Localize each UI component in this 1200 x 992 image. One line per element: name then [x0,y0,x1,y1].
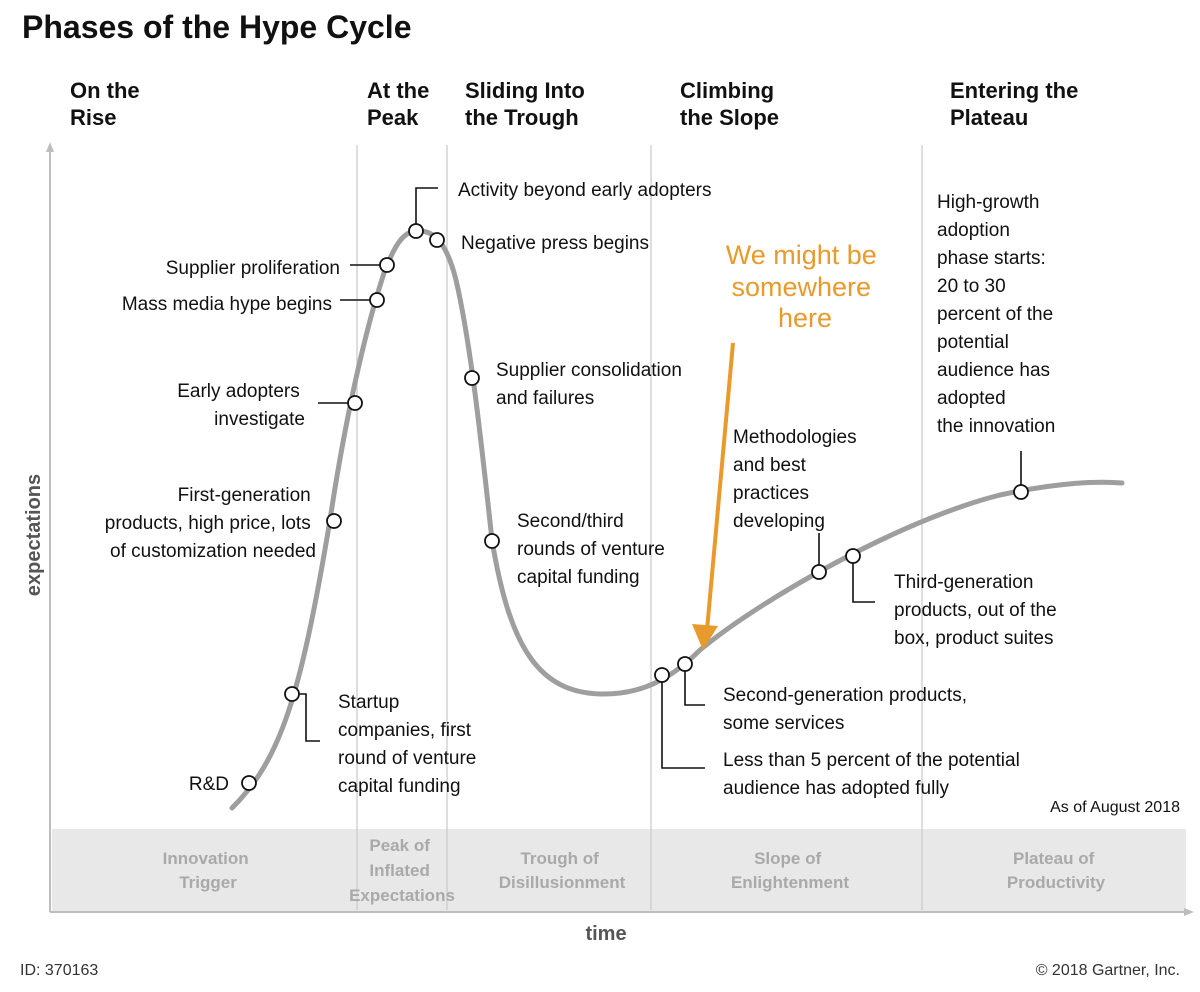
annotation-methodologies: Methodologies and best practices develop… [733,427,862,532]
milestone-marker-less-than-5-percent [654,667,670,683]
annotation-activity-beyond-early-adopters: Activity beyond early adopters [458,180,711,201]
milestone-marker-first-generation-products [326,513,342,529]
milestone-marker-second-generation-products [677,656,693,672]
annotation-second-third-rounds: Second/third rounds of venture capital f… [517,511,670,588]
leader-line [661,675,705,769]
annotation-startup-companies: Startup companies, first round of ventur… [338,692,482,797]
annotation-supplier-consolidation: Supplier consolidation and failures [496,360,687,409]
annotation-second-generation-products: Second-generation products, some service… [723,685,972,734]
band-label-plateau-of-productivity: Plateau of Productivity [1007,849,1106,892]
phase-header-at-the-peak: At the Peak [367,78,435,130]
as-of-date: As of August 2018 [1050,799,1180,816]
milestone-marker-third-generation-products [845,548,861,564]
copyright-notice: © 2018 Gartner, Inc. [1036,962,1180,979]
y-axis-label: expectations [23,474,45,596]
milestone-marker-second-third-rounds [484,533,500,549]
phase-band-background [52,829,1186,911]
milestone-marker-high-growth-adoption [1013,484,1029,500]
milestone-marker-methodologies [811,564,827,580]
document-id: ID: 370163 [20,962,98,979]
band-label-slope-of-enlightenment: Slope of Enlightenment [731,849,849,892]
annotation-supplier-proliferation: Supplier proliferation [166,258,340,279]
milestone-marker-early-adopters [347,395,363,411]
x-axis-arrow-icon [1184,908,1194,916]
milestone-marker-startup-companies [284,686,300,702]
milestone-marker-supplier-consolidation [464,370,480,386]
milestone-marker-rnd [241,775,257,791]
highlight-arrow-head-icon [692,624,718,650]
milestone-marker-supplier-proliferation [379,257,395,273]
annotation-negative-press: Negative press begins [461,233,649,254]
band-label-trough-of-disillusionment: Trough of Disillusionment [499,849,626,892]
phase-header-entering-plateau: Entering the Plateau [950,78,1084,130]
page-title: Phases of the Hype Cycle [22,9,411,45]
leader-line [852,556,875,603]
phase-header-climbing-slope: Climbing the Slope [680,78,780,130]
milestone-marker-activity-beyond-early-adopters [408,223,424,239]
milestone-marker-mass-media-hype [369,292,385,308]
leader-line [684,664,705,706]
annotation-high-growth-adoption: High-growth adoption phase starts: 20 to… [937,192,1058,437]
phase-header-on-the-rise: On the Rise [70,78,146,130]
band-label-innovation-trigger: Innovation Trigger [163,849,254,892]
band-label-peak-of-inflated-expectations: Peak of Inflated Expectations [349,836,455,905]
annotation-third-generation-products: Third-generation products, out of the bo… [894,572,1062,649]
highlight-callout-text: We might be somewhere here [726,240,885,333]
leader-line [415,187,438,231]
highlight-arrow-shaft [705,342,735,631]
y-axis-arrow-icon [46,142,54,152]
leader-line [292,693,320,742]
x-axis-label: time [585,923,626,945]
annotation-mass-media-hype: Mass media hype begins [122,294,332,315]
annotation-rnd: R&D [189,774,229,795]
milestone-marker-negative-press [429,232,445,248]
hype-curve [229,228,1125,811]
annotation-less-than-5-percent: Less than 5 percent of the potential aud… [723,750,1025,799]
phase-header-sliding-into-trough: Sliding Into the Trough [465,78,591,130]
annotation-first-generation-products: First-generation products, high price, l… [105,485,316,562]
annotation-early-adopters: Early adopters investigate [177,381,305,430]
